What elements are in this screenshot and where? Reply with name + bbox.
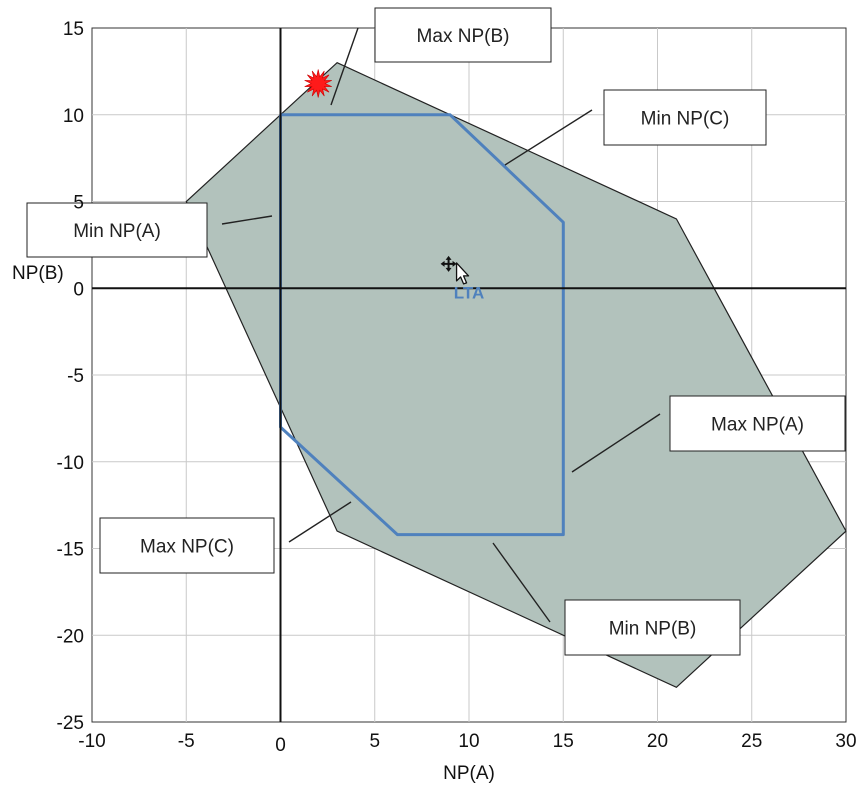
x-tick-label: -10 (78, 731, 105, 752)
callout-box (26, 202, 208, 258)
callout-box (374, 7, 552, 63)
y-tick-label: -5 (67, 366, 84, 387)
zero-axes (92, 28, 846, 722)
y-tick-label: -25 (57, 713, 84, 734)
x-tick-label: 10 (458, 731, 479, 752)
callout: Max NP(C) (99, 501, 352, 574)
callout: Min NP(C) (504, 89, 767, 166)
callout-box (603, 89, 767, 146)
callout-leader (571, 413, 661, 473)
callout-label: Max NP(C) (140, 537, 234, 558)
y-tick-label: -10 (57, 453, 84, 474)
x-axis-title: NP(A) (443, 763, 495, 784)
x-tick-label: 15 (553, 731, 574, 752)
x-tick-label: 0 (275, 735, 286, 756)
star-marker-icon (304, 69, 332, 98)
callout: Min NP(A) (26, 202, 273, 258)
y-tick-label: -15 (57, 540, 84, 561)
x-tick-label: 25 (741, 731, 762, 752)
x-tick-label: 30 (835, 731, 856, 752)
y-tick-label: 10 (63, 106, 84, 127)
callout-box (564, 599, 741, 656)
y-tick-label: 5 (73, 193, 84, 214)
callout: Max NP(B) (330, 7, 552, 106)
outer-feasible-region (185, 61, 847, 689)
y-tick-label: -20 (57, 626, 84, 647)
callout-leader (492, 542, 551, 623)
callout-label: Min NP(C) (641, 109, 730, 130)
x-tick-label: 5 (369, 731, 380, 752)
tick-labels: -10 -5 0 5 10 15 20 25 30 15 10 5 0 -5 -10 -15 -20 -25 (57, 19, 857, 756)
callout-leader (288, 501, 352, 543)
callout-leader (221, 215, 273, 225)
callout-label: Max NP(A) (711, 415, 804, 436)
move-cursor-icon (440, 255, 470, 285)
callout-label: Min NP(B) (609, 619, 697, 640)
y-axis-title: NP(B) (12, 263, 64, 284)
callout: Max NP(A) (571, 395, 846, 473)
callout-label: Max NP(B) (417, 26, 510, 47)
x-tick-label: 20 (647, 731, 668, 752)
callout: Min NP(B) (492, 542, 741, 656)
callout-leader (504, 109, 593, 166)
y-tick-label: 0 (73, 279, 84, 300)
annotations: LTA (304, 69, 485, 303)
callout-box (99, 517, 275, 574)
callout-box (669, 395, 846, 452)
callout-leader (330, 27, 359, 106)
callouts: Max NP(B) Min NP(C) Min NP(A) Max NP(A) Max … (26, 7, 846, 656)
callout-label: Min NP(A) (73, 221, 161, 242)
y-tick-label: 15 (63, 19, 84, 40)
lta-label: LTA (454, 284, 485, 303)
x-tick-label: -5 (178, 731, 195, 752)
